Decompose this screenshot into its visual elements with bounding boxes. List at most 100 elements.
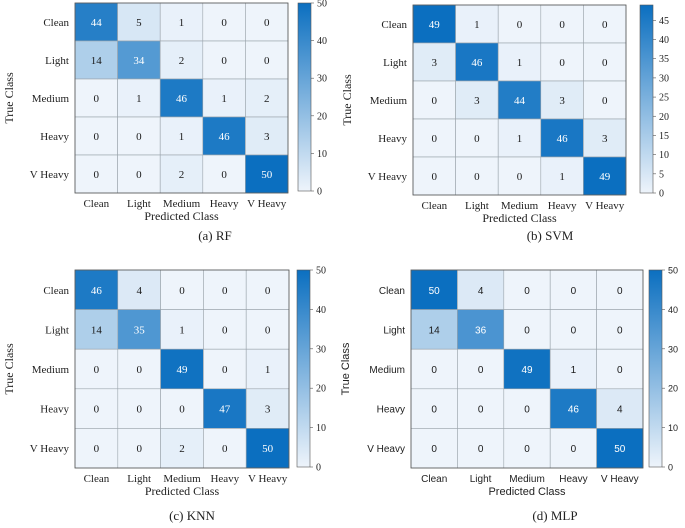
x-tick-label: Clean <box>421 200 447 212</box>
cell-value-label: 0 <box>221 55 227 67</box>
cell-value-label: 0 <box>524 325 530 336</box>
cell-value-label: 0 <box>431 405 437 416</box>
matrix-cell <box>74 269 119 310</box>
panel-caption: (d) MLP <box>532 508 577 523</box>
x-axis-title: Predicted Class <box>488 486 566 498</box>
cell-value-label: 2 <box>179 55 185 67</box>
cell-value-label: 0 <box>264 55 270 67</box>
x-tick-label: V Heavy <box>248 473 288 485</box>
y-axis-title: True Class <box>2 343 16 395</box>
y-tick-label: Clean <box>379 286 405 297</box>
cell-value-label: 0 <box>617 325 623 336</box>
x-tick-label: Clean <box>84 473 110 485</box>
cell-value-label: 0 <box>431 444 437 455</box>
y-axis-title: True Class <box>340 74 354 126</box>
cell-value-label: 0 <box>617 286 623 297</box>
cell-value-label: 0 <box>265 324 271 336</box>
y-axis-title: True Class <box>340 342 352 395</box>
cell-value-label: 46 <box>219 131 231 143</box>
cell-value-label: 3 <box>559 95 565 107</box>
cell-value-label: 2 <box>179 169 185 181</box>
matrix-cell <box>410 348 458 390</box>
x-tick-label: Light <box>127 473 151 485</box>
cell-value-label: 0 <box>571 325 577 336</box>
cell-value-label: 4 <box>136 285 142 297</box>
matrix-cell <box>74 2 118 42</box>
matrix-cell <box>117 428 161 469</box>
cell-value-label: 0 <box>571 444 577 455</box>
cell-value-label: 14 <box>91 324 103 336</box>
colorbar-tick-label: 40 <box>316 305 326 316</box>
cell-value-label: 0 <box>478 444 484 455</box>
matrix-cell <box>549 348 597 390</box>
x-tick-label: V Heavy <box>247 198 287 210</box>
y-tick-label: V Heavy <box>30 169 70 181</box>
matrix-cell <box>583 118 627 158</box>
cell-value-label: 14 <box>429 325 441 336</box>
colorbar <box>648 269 663 468</box>
colorbar <box>297 2 312 192</box>
cell-value-label: 49 <box>521 365 533 376</box>
cell-value-label: 0 <box>136 131 142 143</box>
matrix-cell <box>160 269 204 310</box>
colorbar-tick-label: 5 <box>659 169 664 180</box>
cell-value-label: 0 <box>94 169 100 181</box>
cell-value-label: 0 <box>179 285 185 297</box>
x-tick-label: Light <box>465 200 489 212</box>
matrix-cell <box>160 428 204 469</box>
colorbar-tick-label: 10 <box>668 423 678 433</box>
cell-value-label: 0 <box>221 17 227 29</box>
cell-value-label: 34 <box>133 55 145 67</box>
cell-value-label: 0 <box>478 365 484 376</box>
colorbar <box>639 4 654 194</box>
matrix-cell <box>203 348 247 390</box>
matrix-cell <box>245 40 289 80</box>
colorbar-tick-label: 30 <box>668 344 678 354</box>
matrix-cell <box>596 309 644 350</box>
colorbar-tick-label: 45 <box>659 16 669 27</box>
x-axis-title: Predicted Class <box>144 209 219 223</box>
x-tick-label: Clean <box>421 474 447 485</box>
cell-value-label: 49 <box>429 19 441 31</box>
matrix-cell <box>74 309 119 350</box>
cell-value-label: 1 <box>265 364 271 376</box>
cell-value-label: 0 <box>474 133 480 145</box>
cell-value-label: 0 <box>94 93 100 105</box>
matrix-cell <box>497 4 542 44</box>
cell-value-label: 0 <box>221 169 227 181</box>
matrix-cell <box>74 388 119 429</box>
y-axis-title: True Class <box>2 72 16 124</box>
y-tick-label: Light <box>45 55 69 67</box>
matrix-cell <box>160 348 204 390</box>
cell-value-label: 0 <box>136 364 142 376</box>
cell-value-label: 3 <box>474 95 480 107</box>
cell-value-label: 0 <box>602 57 608 69</box>
panel-caption: (a) RF <box>198 228 232 243</box>
cell-value-label: 5 <box>136 17 142 29</box>
cell-value-label: 0 <box>432 171 438 183</box>
colorbar-tick-label: 35 <box>659 54 669 65</box>
cell-value-label: 46 <box>91 285 103 297</box>
colorbar-tick-label: 40 <box>317 36 327 47</box>
cell-value-label: 1 <box>517 57 523 69</box>
x-tick-label: Medium <box>163 473 201 485</box>
y-tick-label: Heavy <box>40 404 69 416</box>
colorbar-tick-label: 40 <box>659 35 669 46</box>
x-tick-label: Medium <box>163 198 201 210</box>
y-tick-label: Clean <box>381 19 407 31</box>
matrix-cell <box>540 80 584 120</box>
x-tick-label: V Heavy <box>601 474 639 485</box>
cell-value-label: 14 <box>91 55 103 67</box>
colorbar-tick-label: 0 <box>659 189 664 200</box>
x-tick-label: Heavy <box>210 198 239 210</box>
plot-frame <box>74 2 289 194</box>
matrix-cell <box>410 388 458 429</box>
y-tick-label: Clean <box>43 17 69 29</box>
cell-value-label: 0 <box>524 405 530 416</box>
cell-value-label: 49 <box>599 171 611 183</box>
cell-value-label: 46 <box>176 93 188 105</box>
cell-value-label: 0 <box>432 95 438 107</box>
matrix-cell <box>203 428 247 469</box>
